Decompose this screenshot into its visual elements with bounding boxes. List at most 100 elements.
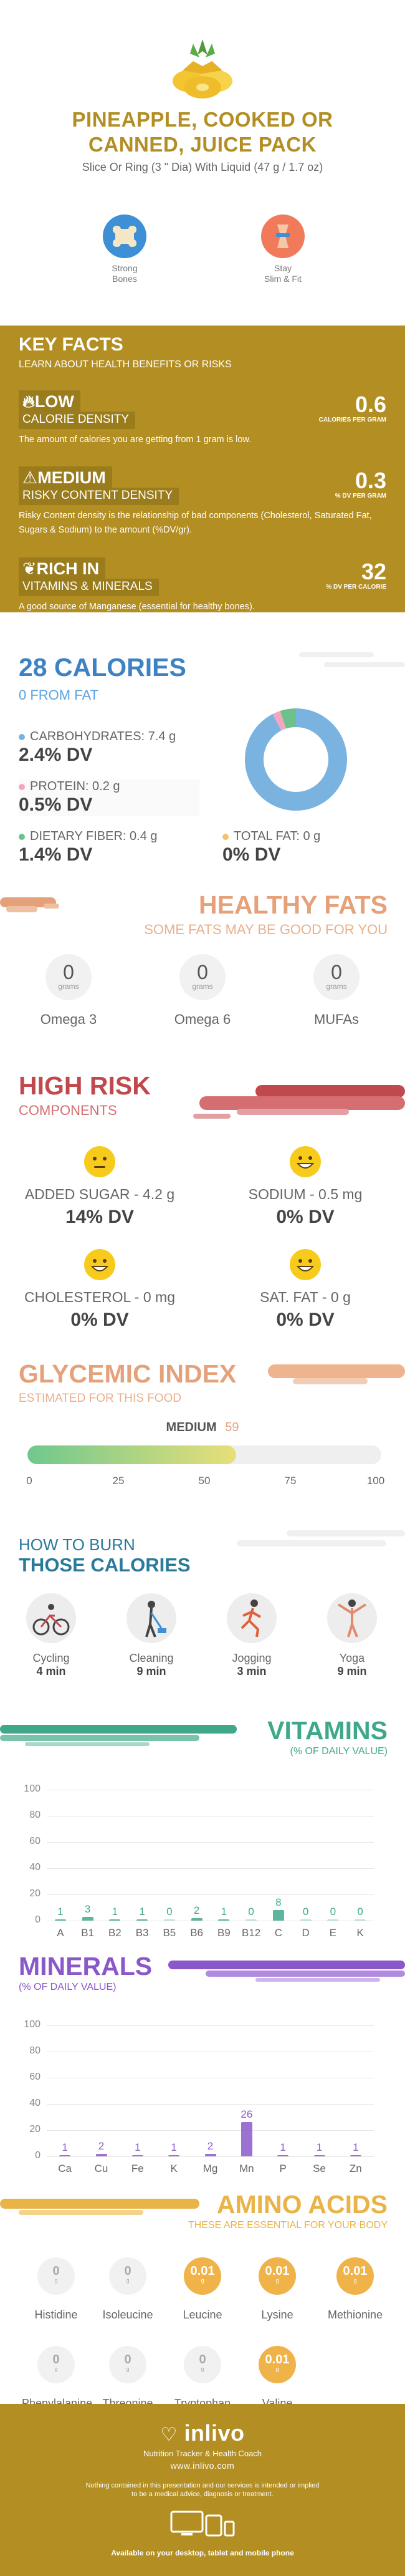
bar-value-label: 26 [241,2108,253,2121]
title-line-1: PINEAPPLE, COOKED OR [72,108,333,131]
key-fact-calorie-density: 🔥︎LOW CALORIE DENSITY 0.6 CALORIES PER GR… [19,390,386,447]
high-risk-subtitle: COMPONENTS [19,1102,117,1118]
amino-acid-item: 0 g Histidine [22,2257,90,2322]
amino-subtitle: THESE ARE ESSENTIAL FOR YOUR BODY [188,2220,388,2231]
risk-label: ADDED SUGAR - 4.2 g [24,1186,175,1202]
badge-label: Bones [112,274,137,284]
heart-icon: ♡ [160,2424,178,2445]
bar [109,1919,121,1921]
bar-value-label: 2 [207,2139,214,2152]
burn-value: 9 min [337,1665,367,1677]
key-facts-subtitle: LEARN ABOUT HEALTH BENEFITS OR RISKS [19,359,232,370]
key-fact-name: VITAMINS & MINERALS [19,579,159,596]
glycemic-tick: 100 [366,1475,385,1487]
bar-value-label: 1 [139,1905,145,1918]
burn-name: Yoga [339,1652,365,1664]
bar-value-label: 0 [302,1906,309,1918]
bar-category-label: B9 [217,1927,231,1939]
cloud-decoration [287,649,405,673]
amino-name: Leucine [183,2308,222,2321]
amino-value: 0.01 [343,2264,368,2278]
burn-title-2: THOSE CALORIES [19,1554,191,1576]
bar-value-label: 1 [135,2141,141,2153]
burn-name: Cycling [32,1652,70,1664]
footer-brand[interactable]: inlivo [184,2420,245,2446]
bar-category-label: B6 [190,1927,204,1939]
bar [54,1919,66,1921]
bar [245,1919,257,1921]
amino-value: 0 [199,2353,206,2366]
high-risk-title: HIGH RISK [19,1071,151,1100]
fat-item: TOTAL FAT: 0 g 0% DV [222,829,320,866]
amino-acid-item: 0 g Isoleucine [93,2257,162,2322]
fiber-label: DIETARY FIBER: 0.4 g [30,829,158,843]
key-fact-level: LOW [34,392,74,411]
bar-category-label: Cu [94,2163,108,2174]
serving-size: Slice Or Ring (3 " Dia) With Liquid (47 … [82,161,323,173]
footer-tagline: Nutrition Tracker & Health Coach [143,2449,262,2458]
bar-category-label: A [57,1927,64,1939]
glycemic-tick: 50 [198,1475,211,1487]
bar-category-label: Ca [58,2163,72,2174]
amino-value-circle: 0.01 g [259,2346,296,2383]
badge-label: Stay [274,263,292,273]
y-tick-label: 40 [29,1862,40,1873]
fire-icon: 🔥︎ [22,392,35,411]
bar-value-label: 0 [166,1906,173,1918]
risk-dv: 0% DV [70,1310,129,1330]
amino-unit: g [126,2366,130,2372]
key-facts-section: KEY FACTS LEARN ABOUT HEALTH BENEFITS OR… [0,326,405,612]
risk-cholesterol: CHOLESTEROL - 0 mg 0% DV [12,1249,187,1331]
burn-cycling: Cycling 4 min [14,1593,88,1678]
fat-dv: 0% DV [222,844,281,865]
burn-cleaning: Cleaning 9 min [114,1593,189,1678]
carbs-dot-icon [19,733,25,740]
page-title: PINEAPPLE, COOKED OR CANNED, JUICE PACK [0,107,405,157]
protein-dv: 0.5% DV [19,794,93,815]
amino-acid-item: 0 g Phenylalanine [22,2346,92,2410]
fat-value: 0 [197,961,208,983]
donut-slice-dietary-fiber [280,708,296,729]
bar-value-label: 3 [84,1903,91,1915]
happy-face-icon [290,1146,321,1177]
amino-value: 0.01 [190,2264,215,2278]
healthy-fats-subtitle: SOME FATS MAY BE GOOD FOR YOU [144,922,388,937]
amino-value: 0 [124,2353,131,2366]
badge-label: Slim & Fit [264,274,302,284]
vitamins-subtitle: (% OF DAILY VALUE) [290,1746,388,1757]
bar [355,1919,366,1921]
glycemic-tick: 75 [284,1475,297,1487]
amino-unit: g [353,2277,357,2284]
amino-acid-item: 0.01 g Valine [243,2346,312,2410]
footer-disclaimer: to be a medical advice, diagnosis or tre… [131,2491,274,2498]
amino-unit: g [275,2366,279,2372]
bar [163,1919,175,1921]
y-tick-label: 100 [24,1783,40,1794]
key-fact-value: 0.6 [355,392,386,417]
amino-value: 0 [52,2353,60,2366]
amino-unit: g [201,2366,204,2372]
key-fact-level: MEDIUM [37,468,106,487]
key-fact-description: Risky Content density is the relationshi… [19,511,372,535]
bar [241,2122,252,2156]
key-fact-value: 0.3 [355,468,386,493]
amino-unit: g [54,2277,58,2284]
minerals-stripe [156,1958,405,1989]
fat-name: Omega 3 [40,1011,97,1027]
vitamins-stripe [0,1722,249,1754]
amino-acid-item: 0.01 g Methionine [321,2257,389,2322]
high-risk-stripe [156,1085,405,1122]
glycemic-fill [27,1445,237,1464]
bar-category-label: E [329,1927,337,1939]
key-fact-description: A good source of Manganese (essential fo… [19,602,255,612]
glycemic-subtitle: ESTIMATED FOR THIS FOOD [19,1392,182,1405]
healthy-fats-stripe [0,896,405,915]
bar-value-label: 0 [330,1906,336,1918]
footer-url[interactable]: www.inlivo.com [170,2461,235,2471]
calories-title: 28 CALORIES [19,653,186,682]
burn-jogging: Jogging 3 min [214,1593,289,1678]
y-tick-label: 0 [35,1914,40,1925]
bar-category-label: B2 [108,1927,122,1939]
